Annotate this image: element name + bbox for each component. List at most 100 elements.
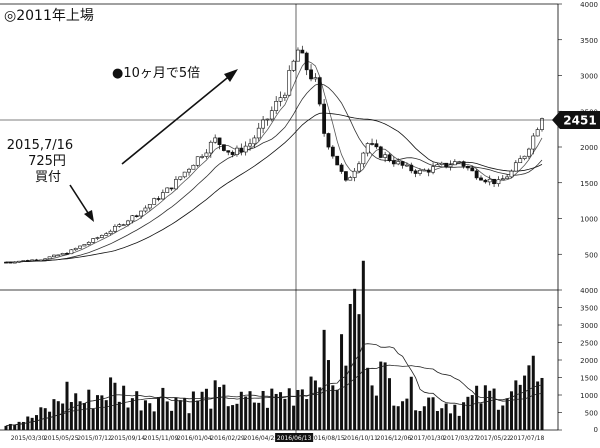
candle-body [365,143,370,154]
candle-body [309,69,313,80]
volume-bar [191,391,195,430]
candle-body [513,162,518,172]
volume-bar [248,391,252,430]
volume-bar [52,399,56,430]
date-tick-label: 2015/07/12 [77,435,112,442]
price-tick-label: 2000 [580,144,598,152]
volume-bar [30,417,34,430]
price-tick-label: 1500 [580,180,598,188]
volume-bar [479,403,483,430]
candle-body [326,133,331,148]
volume-bar [414,410,418,430]
buy-arrow-line [69,184,91,217]
candle-body [121,224,126,226]
volume-bar [283,398,287,430]
candle-body [348,177,353,181]
candle-body [344,171,348,181]
volume-bar [466,396,470,430]
volume-bar [340,334,344,430]
candle-body [374,143,379,148]
volume-bar [536,381,540,430]
candle-body [104,233,109,236]
candle-body [352,170,357,178]
volume-average-line [5,343,543,427]
candle-body [256,127,261,139]
candle-body [466,166,470,169]
volume-bar [265,407,269,430]
candle-body [378,146,383,158]
candle-body [86,242,91,245]
volume-bar [135,391,139,430]
volume-bar [218,387,222,430]
candle-body [496,179,501,185]
candle-body [113,225,117,232]
volume-bar [113,382,117,430]
candle-body [400,161,405,166]
volume-bar [427,397,431,430]
volume-tick-label: 1500 [580,375,598,383]
gain-arrow-head [224,69,238,82]
volume-panel: 4000 3500 3000 2500 2000 1500 1000 500 0 [0,260,598,434]
candle-body [139,210,143,217]
date-tick-label: 2015/09/14 [111,435,146,442]
candle-body [418,170,422,174]
volume-bar [78,401,82,430]
volume-tick-label: 4000 [580,287,598,295]
candle-body [108,230,113,235]
candle-body [518,158,523,164]
volume-bar [204,388,208,430]
date-tick-label: 2016/01/04 [177,435,212,442]
volume-bar [4,425,8,430]
volume-bar [13,424,17,430]
candle-body [405,164,409,167]
volume-bar [109,377,113,430]
volume-bar [209,408,213,430]
volume-bar [39,407,43,430]
volume-bar [143,400,147,430]
volume-bar [183,398,187,430]
volume-bar [43,408,47,430]
candle-body [130,215,135,222]
candle-body [317,77,322,105]
buy-date-text: 2015,7/16 [7,138,73,153]
date-tick-label: 2017/01/30 [410,435,445,442]
candle-body [426,169,431,173]
candle-body [99,235,104,238]
volume-bar [514,380,518,430]
volume-bar [540,377,544,430]
candle-body [182,171,187,178]
candle-body [221,144,226,151]
candle-body [431,166,435,173]
candle-body [239,147,244,153]
volume-bar [252,402,256,430]
candle-body [483,179,488,183]
date-axis-ticks: 2015/03/302015/05/252015/07/122015/09/14… [11,433,544,442]
volume-bar [387,378,391,430]
volume-bar [366,367,370,430]
volume-bar [231,405,235,430]
volume-bar [470,395,474,430]
candle-body [396,161,401,165]
candle-body [335,155,340,166]
candle-body [82,244,87,247]
volume-tick-label: 2500 [580,340,598,348]
volume-bar [279,392,283,430]
volume-bar [300,389,304,430]
candle-body [43,258,48,261]
candle-body [134,215,139,217]
candle-body [248,143,252,147]
candle-body [73,247,78,251]
volume-bar [200,391,204,430]
volume-bar [492,388,496,430]
candle-body [457,161,462,163]
candle-body [213,137,218,143]
volume-bar [305,399,309,430]
candle-body [287,70,292,96]
volume-bar [496,409,500,430]
gain-annotation: ●10ヶ月で5倍 [112,66,238,165]
volume-bar [139,410,143,430]
price-tick-label: 3500 [580,37,598,45]
candle-body [200,156,204,158]
candle-body [444,162,449,168]
volume-bar [292,405,296,430]
